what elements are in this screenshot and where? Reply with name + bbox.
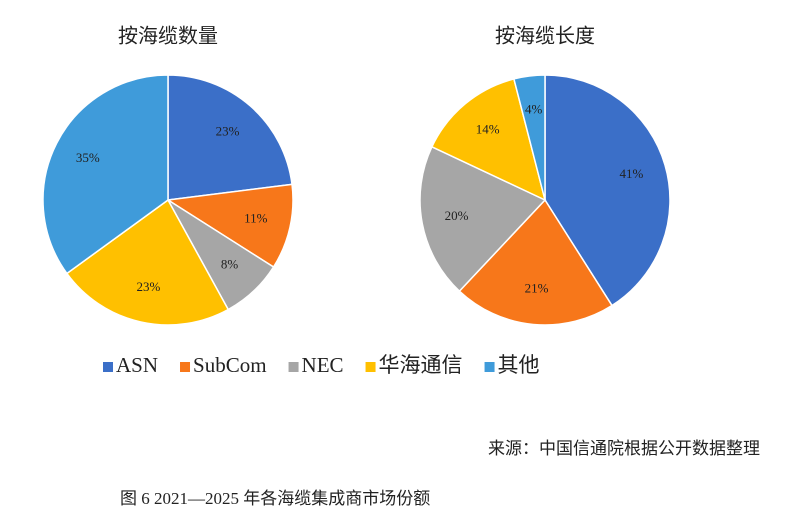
- value-label: 8%: [221, 257, 239, 272]
- legend-label: 华海通信: [379, 353, 463, 377]
- value-label: 23%: [136, 279, 160, 294]
- value-label: 21%: [525, 281, 549, 296]
- source-note: 来源：中国信通院根据公开数据整理: [488, 439, 760, 458]
- pie-slice: [165, 183, 294, 269]
- value-label: 4%: [525, 102, 543, 117]
- legend-label: SubCom: [193, 353, 267, 377]
- pie-title: 按海缆数量: [118, 25, 218, 48]
- legend-swatch: [288, 362, 299, 372]
- pie-slice: [65, 198, 230, 326]
- pie-slice: [458, 198, 614, 326]
- legend-swatch: [103, 362, 113, 372]
- legend-swatch: [180, 362, 191, 372]
- value-label: 41%: [620, 166, 644, 181]
- value-label: 23%: [216, 123, 240, 138]
- pie-slice: [513, 74, 546, 201]
- pies: 按海缆数量 23% 11% 8% 23% 35% 按海缆长度 41% 21% 20% 14% 4%: [42, 25, 671, 326]
- legend-swatch: [365, 362, 376, 372]
- legend-swatch: [484, 362, 495, 372]
- pie-slice: [167, 74, 293, 201]
- legend-label: ASN: [116, 353, 158, 377]
- pie-slice: [419, 145, 547, 293]
- pie-slice: [42, 74, 169, 275]
- legend: ASN SubCom NEC 华海通信 其他: [103, 353, 540, 377]
- value-label: 35%: [76, 150, 100, 165]
- legend-label: 其他: [498, 353, 540, 377]
- caption: 图 6 2021—2025 年各海缆集成商市场份额: [120, 489, 430, 508]
- value-label: 20%: [445, 208, 469, 223]
- value-label: 11%: [244, 211, 268, 226]
- pie-title: 按海缆长度: [495, 25, 595, 48]
- legend-label: NEC: [302, 353, 344, 377]
- value-label: 14%: [476, 122, 500, 137]
- pie-slice: [430, 78, 547, 202]
